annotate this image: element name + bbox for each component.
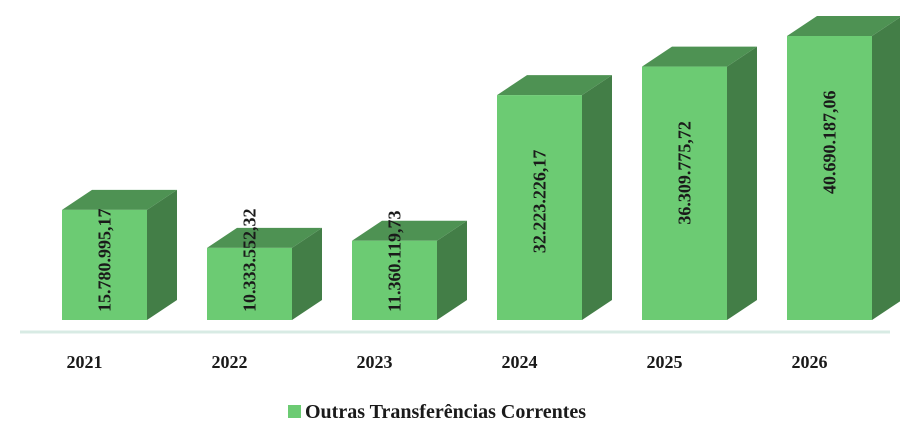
data-label: 11.360.119,73 — [385, 210, 405, 312]
bar-top — [352, 220, 467, 241]
x-tick-label: 2026 — [792, 352, 828, 372]
bar — [207, 247, 292, 320]
bar-side — [147, 189, 177, 320]
bar — [62, 209, 147, 320]
legend-label: Outras Transferências Correntes — [305, 401, 586, 423]
bar — [352, 240, 437, 320]
data-label: 32.223.226,17 — [530, 150, 550, 254]
bar-side — [437, 220, 467, 320]
bar-top — [642, 46, 757, 67]
data-label: 10.333.552,32 — [240, 209, 260, 313]
x-tick-label: 2025 — [647, 352, 683, 372]
data-label: 40.690.187,06 — [820, 91, 840, 195]
bar-side — [872, 17, 900, 320]
bar — [642, 66, 727, 320]
bar-top — [62, 189, 177, 210]
bar-side — [727, 46, 757, 320]
data-label: 15.780.995,17 — [95, 209, 115, 313]
bar — [787, 36, 872, 320]
bar-side — [582, 75, 612, 321]
data-label: 36.309.775,72 — [675, 121, 695, 225]
x-tick-label: 2021 — [67, 352, 103, 372]
x-tick-label: 2024 — [502, 352, 538, 372]
bar — [497, 95, 582, 321]
bar-top — [787, 16, 900, 36]
bar-top — [497, 75, 612, 96]
bar-side — [292, 227, 322, 320]
bar-top — [207, 227, 322, 248]
legend-swatch — [288, 405, 301, 418]
x-tick-label: 2023 — [357, 352, 393, 372]
x-tick-label: 2022 — [212, 352, 248, 372]
